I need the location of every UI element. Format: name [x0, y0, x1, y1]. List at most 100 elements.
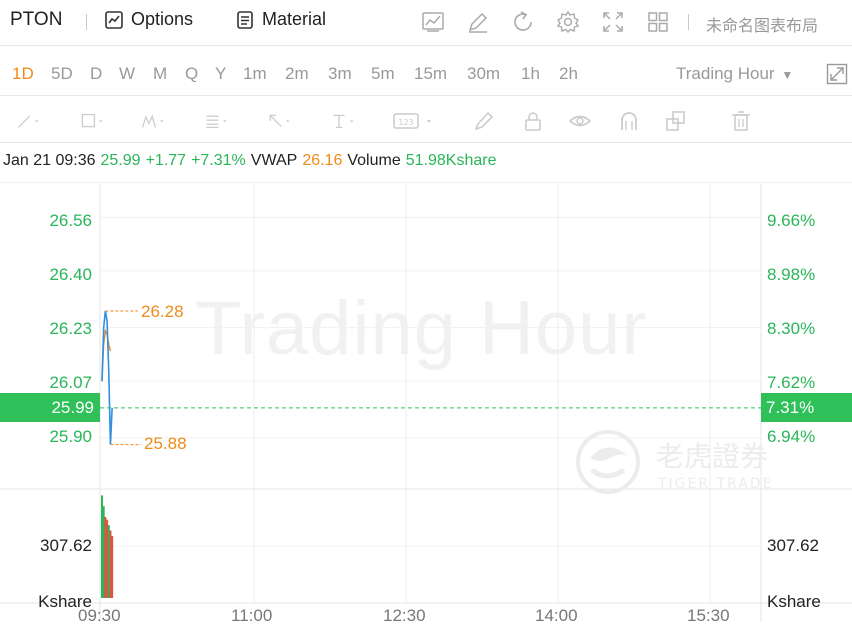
quote-info-line: Jan 21 09:36 25.99 +1.77 +7.31% VWAP 26.16 Vol…	[3, 152, 501, 170]
options-chart-icon	[105, 10, 123, 29]
volume-bars	[101, 495, 114, 598]
volume-axis-label: 307.62	[767, 536, 819, 555]
grid-layout-icon[interactable]	[646, 10, 670, 34]
interval-w[interactable]: W	[119, 64, 136, 83]
interval-5m[interactable]: 5m	[371, 64, 395, 83]
time-axis-label: 11:00	[231, 606, 273, 625]
refresh-icon[interactable]	[511, 10, 535, 34]
magnet-icon[interactable]	[617, 110, 641, 132]
price-axis-label: 25.90	[49, 427, 92, 446]
current-pct-tag: 7.31%	[761, 393, 852, 422]
time-axis-label: 14:00	[535, 606, 578, 625]
interval-q[interactable]: Q	[185, 64, 199, 83]
price-line	[101, 310, 113, 445]
trendline-tool-icon[interactable]	[16, 110, 40, 132]
separator	[86, 14, 87, 30]
pct-axis-label: 7.62%	[767, 373, 816, 392]
volume-bar	[102, 506, 105, 598]
intraday-chart[interactable]	[0, 182, 852, 622]
layout-name[interactable]: 未命名图表布局	[706, 16, 819, 35]
interval-1m[interactable]: 1m	[243, 64, 267, 83]
chart-markers	[100, 310, 761, 446]
quote-change-pct: +7.31%	[191, 152, 246, 169]
chart-grid	[0, 182, 852, 622]
price-axis-label: 26.07	[49, 373, 92, 392]
layers-icon[interactable]	[664, 110, 688, 132]
interval-d[interactable]: D	[90, 64, 103, 83]
separator	[688, 14, 689, 30]
quote-datetime: Jan 21 09:36	[3, 152, 96, 169]
fibonacci-tool-icon[interactable]	[204, 110, 228, 132]
pct-axis-label: 9.66%	[767, 211, 816, 230]
time-axis-label: 09:30	[78, 606, 121, 625]
interval-3m[interactable]: 3m	[328, 64, 352, 83]
interval-y[interactable]: Y	[215, 64, 227, 83]
volume-bar	[104, 517, 107, 598]
volume-bar	[101, 495, 103, 598]
indicator-icon[interactable]	[421, 10, 445, 34]
pct-axis-label: 8.98%	[767, 265, 816, 284]
symbol-title[interactable]: PTON	[10, 9, 63, 30]
eye-icon[interactable]	[568, 110, 592, 132]
text-tool-icon[interactable]	[331, 110, 355, 132]
expand-icon[interactable]	[826, 63, 848, 85]
high-price-label: 26.28	[141, 302, 184, 321]
interval-1h[interactable]: 1h	[521, 64, 540, 83]
rectangle-tool-icon[interactable]	[80, 110, 104, 132]
volume-label: Volume	[347, 152, 401, 169]
volume-bar	[107, 525, 110, 598]
fullscreen-icon[interactable]	[601, 10, 625, 34]
price-label-tool-icon[interactable]: 123	[392, 110, 436, 132]
current-pct-value: 7.31%	[766, 397, 815, 417]
vwap-label: VWAP	[250, 152, 298, 169]
volume-value: 51.98Kshare	[405, 152, 497, 169]
interval-30m[interactable]: 30m	[467, 64, 501, 83]
volume-axis-label: 307.62	[40, 536, 92, 555]
interval-5d[interactable]: 5D	[51, 64, 73, 83]
interval-bar	[0, 50, 852, 96]
volume-bar	[111, 535, 114, 598]
trash-icon[interactable]	[729, 110, 753, 132]
price-lines	[101, 310, 113, 445]
session-label: Trading Hour	[676, 64, 775, 83]
interval-1d[interactable]: 1D	[12, 64, 34, 83]
top-toolbar: PTON Options Material	[0, 0, 852, 46]
brush-tool-icon[interactable]	[472, 110, 496, 132]
time-axis-label: 15:30	[687, 606, 730, 625]
arrow-tool-icon[interactable]	[267, 110, 291, 132]
low-price-label: 25.88	[144, 434, 187, 453]
pattern-tool-icon[interactable]	[141, 110, 165, 132]
brand-en: TIGER TRADE	[657, 476, 773, 492]
brand-cn: 老虎證券	[656, 440, 768, 473]
time-axis-label: 12:30	[383, 606, 426, 625]
session-dropdown[interactable]: Trading Hour ▼	[676, 64, 793, 84]
options-label: Options	[131, 9, 194, 29]
lock-icon[interactable]	[521, 110, 545, 132]
tiger-trade-logo-watermark: 老虎證券 TIGER TRADE	[576, 430, 773, 494]
svg-text:123: 123	[398, 118, 413, 127]
price-axis-label: 26.40	[49, 265, 92, 284]
drawing-toolbar	[0, 97, 852, 143]
material-label: Material	[262, 9, 327, 29]
pct-axis-label: 8.30%	[767, 319, 816, 338]
gear-icon[interactable]	[556, 10, 580, 34]
document-icon	[237, 10, 253, 29]
current-price-value: 25.99	[51, 397, 94, 417]
session-watermark: Trading Hour	[195, 286, 648, 371]
quote-price: 25.99	[100, 152, 141, 169]
volume-bar	[106, 519, 109, 598]
vwap-value: 26.16	[302, 152, 343, 169]
volume-axis-unit: Kshare	[767, 592, 821, 611]
interval-2h[interactable]: 2h	[559, 64, 578, 83]
material-button[interactable]: Material	[235, 9, 326, 30]
volume-axis-unit: Kshare	[38, 592, 92, 611]
interval-m[interactable]: M	[153, 64, 168, 83]
caret-down-icon: ▼	[781, 68, 794, 82]
volume-bar	[109, 530, 112, 598]
current-price-tag: 25.99	[0, 393, 100, 422]
quote-change: +1.77	[145, 152, 187, 169]
edit-icon[interactable]	[466, 10, 490, 34]
options-button[interactable]: Options	[104, 9, 193, 30]
interval-2m[interactable]: 2m	[285, 64, 309, 83]
interval-15m[interactable]: 15m	[414, 64, 448, 83]
